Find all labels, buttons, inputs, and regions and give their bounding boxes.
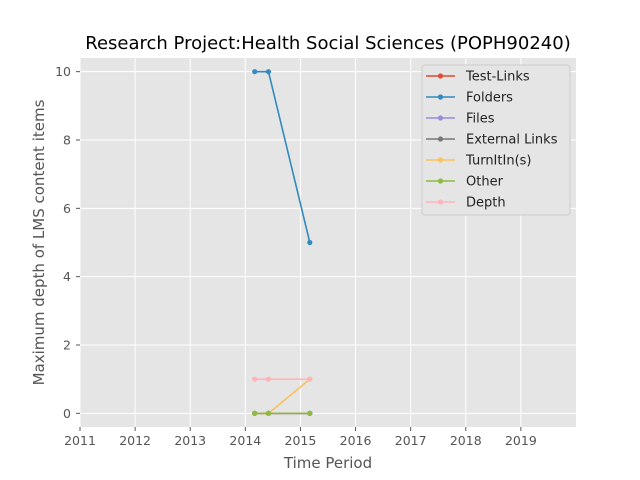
- data-point-other: [252, 410, 258, 416]
- x-tick-label: 2014: [229, 433, 261, 448]
- x-tick-label: 2011: [64, 433, 96, 448]
- series-depth: [252, 376, 313, 382]
- data-point-folders: [307, 239, 313, 246]
- legend-entry-test-links: Test-Links: [426, 70, 530, 85]
- chart-title: Research Project:Health Social Sciences …: [85, 33, 570, 54]
- legend-entry-external-links: External Links: [426, 133, 558, 148]
- legend-entry-folders: Folders: [426, 91, 513, 106]
- series-other: [252, 410, 313, 416]
- x-tick-label: 2012: [119, 433, 151, 448]
- series-layer: [252, 69, 313, 416]
- legend-label: External Links: [466, 133, 558, 148]
- legend-label: Test-Links: [465, 70, 530, 85]
- legend-marker: [437, 157, 444, 163]
- data-point-other: [265, 410, 272, 416]
- legend-entry-other: Other: [426, 175, 504, 190]
- x-axis-label: Time Period: [283, 454, 372, 472]
- series-folders: [252, 69, 313, 246]
- x-tick-label: 2017: [395, 433, 427, 448]
- y-tick-label: 0: [63, 406, 71, 421]
- legend-label: TurnItIn(s): [465, 154, 531, 169]
- legend: Test-Links Folders Files External Links Turn…: [421, 64, 571, 216]
- legend-label: Folders: [466, 91, 513, 106]
- legend-marker: [437, 115, 444, 121]
- y-axis-ticks: 0 2 4 6 8 10: [55, 64, 80, 421]
- legend-label: Other: [466, 175, 504, 190]
- x-tick-label: 2013: [174, 433, 206, 448]
- data-point-depth: [307, 376, 313, 382]
- y-tick-label: 2: [63, 338, 71, 353]
- x-tick-label: 2019: [505, 433, 537, 448]
- y-tick-label: 6: [63, 201, 71, 216]
- legend-marker: [437, 199, 444, 205]
- y-tick-label: 10: [55, 64, 71, 79]
- x-tick-label: 2016: [340, 433, 372, 448]
- y-tick-label: 8: [63, 133, 71, 148]
- legend-marker: [437, 94, 444, 100]
- legend-entry-turnitin-s: TurnItIn(s): [426, 154, 531, 169]
- data-point-other: [307, 410, 313, 416]
- data-point-depth: [265, 376, 272, 382]
- legend-label: Files: [466, 112, 495, 127]
- data-point-folders: [265, 69, 272, 75]
- x-axis-ticks: 2011 2012 2013 2014 2015 2016 2017 2018 2019: [64, 427, 537, 448]
- legend-marker: [437, 136, 444, 142]
- y-axis-label: Maximum depth of LMS content items: [30, 99, 48, 385]
- legend-marker: [437, 178, 444, 184]
- legend-entry-files: Files: [426, 112, 495, 127]
- data-point-folders: [252, 69, 258, 75]
- legend-entry-depth: Depth: [426, 196, 506, 211]
- legend-marker: [437, 73, 444, 79]
- x-tick-label: 2015: [285, 433, 317, 448]
- legend-label: Depth: [466, 196, 506, 211]
- y-tick-label: 4: [63, 269, 71, 284]
- x-tick-label: 2018: [450, 433, 482, 448]
- legend-box: [421, 64, 571, 216]
- data-point-depth: [252, 376, 258, 382]
